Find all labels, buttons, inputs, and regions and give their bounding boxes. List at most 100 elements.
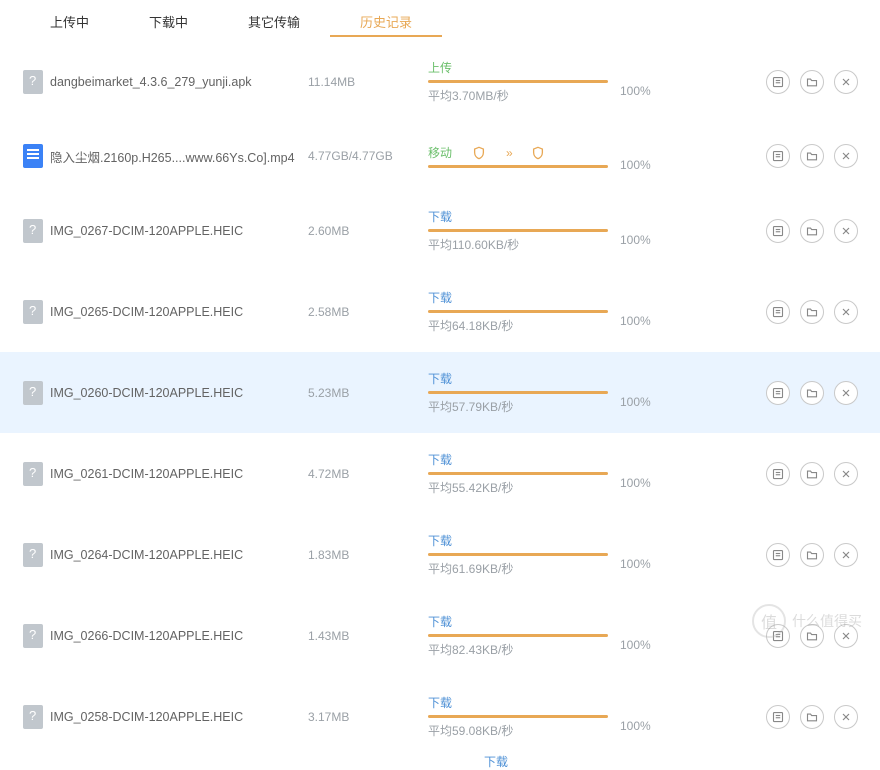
open-folder-button[interactable] [800,543,824,567]
file-size: 3.17MB [308,710,428,724]
speed-label: 平均3.70MB/秒 [428,87,620,104]
partial-status: 下载 [484,755,508,769]
watermark-text: 什么值得买 [792,611,862,631]
file-size: 1.83MB [308,548,428,562]
table-row[interactable]: IMG_0267-DCIM-120APPLE.HEIC 2.60MB 下载平均1… [0,190,880,271]
percent-label: 100% [620,296,680,328]
speed-label: 平均59.08KB/秒 [428,722,620,739]
speed-label: 平均57.79KB/秒 [428,398,620,415]
open-folder-button[interactable] [800,300,824,324]
status-column: 下载平均59.08KB/秒 [428,694,620,739]
table-row[interactable]: IMG_0264-DCIM-120APPLE.HEIC 1.83MB 下载平均6… [0,514,880,595]
status-column: 下载平均110.60KB/秒 [428,208,620,253]
percent-label: 100% [620,215,680,247]
status-column: 移动» [428,144,620,168]
table-row[interactable]: dangbeimarket_4.3.6_279_yunji.apk 11.14M… [0,41,880,122]
file-type-icon [16,70,50,94]
file-type-icon [16,144,50,168]
speed-label: 平均110.60KB/秒 [428,236,620,253]
watermark-icon: 值 [752,604,786,638]
open-folder-button[interactable] [800,381,824,405]
remove-button[interactable] [834,462,858,486]
file-size: 4.77GB/4.77GB [308,149,428,163]
tab-3[interactable]: 历史记录 [330,6,442,37]
detail-button[interactable] [766,70,790,94]
tab-1[interactable]: 下载中 [119,6,218,37]
speed-label: 平均82.43KB/秒 [428,641,620,658]
detail-button[interactable] [766,543,790,567]
percent-label: 100% [620,377,680,409]
remove-button[interactable] [834,70,858,94]
table-row[interactable]: 隐入尘烟.2160p.H265....www.66Ys.Co].mp4 4.77… [0,122,880,190]
detail-button[interactable] [766,144,790,168]
tab-0[interactable]: 上传中 [20,6,119,37]
remove-button[interactable] [834,543,858,567]
detail-button[interactable] [766,300,790,324]
open-folder-button[interactable] [800,219,824,243]
file-size: 2.58MB [308,305,428,319]
status-label: 下载 [428,370,452,387]
progress-bar [428,634,608,637]
detail-button[interactable] [766,705,790,729]
detail-button[interactable] [766,381,790,405]
file-name: IMG_0258-DCIM-120APPLE.HEIC [50,710,308,724]
progress-bar [428,472,608,475]
open-folder-button[interactable] [800,70,824,94]
file-name: IMG_0267-DCIM-120APPLE.HEIC [50,224,308,238]
speed-label: 平均55.42KB/秒 [428,479,620,496]
detail-button[interactable] [766,219,790,243]
file-name: IMG_0266-DCIM-120APPLE.HEIC [50,629,308,643]
file-size: 2.60MB [308,224,428,238]
status-label: 下载 [428,532,452,549]
file-type-icon [16,300,50,324]
table-row[interactable]: IMG_0266-DCIM-120APPLE.HEIC 1.43MB 下载平均8… [0,595,880,676]
status-column: 下载平均57.79KB/秒 [428,370,620,415]
file-size: 11.14MB [308,75,428,89]
table-row[interactable]: IMG_0265-DCIM-120APPLE.HEIC 2.58MB 下载平均6… [0,271,880,352]
table-row[interactable]: IMG_0260-DCIM-120APPLE.HEIC 5.23MB 下载平均5… [0,352,880,433]
file-type-icon [16,624,50,648]
remove-button[interactable] [834,144,858,168]
file-name: IMG_0264-DCIM-120APPLE.HEIC [50,548,308,562]
file-name: IMG_0265-DCIM-120APPLE.HEIC [50,305,308,319]
open-folder-button[interactable] [800,144,824,168]
percent-label: 100% [620,66,680,98]
tabs: 上传中下载中其它传输历史记录 [0,0,880,37]
remove-button[interactable] [834,219,858,243]
status-column: 下载平均82.43KB/秒 [428,613,620,658]
file-size: 1.43MB [308,629,428,643]
progress-bar [428,229,608,232]
status-column: 下载平均64.18KB/秒 [428,289,620,334]
speed-label: 平均64.18KB/秒 [428,317,620,334]
status-column: 下载平均55.42KB/秒 [428,451,620,496]
progress-bar [428,165,608,168]
remove-button[interactable] [834,381,858,405]
file-name: IMG_0260-DCIM-120APPLE.HEIC [50,386,308,400]
open-folder-button[interactable] [800,705,824,729]
detail-button[interactable] [766,462,790,486]
watermark: 值 什么值得买 [752,604,862,638]
remove-button[interactable] [834,705,858,729]
remove-button[interactable] [834,300,858,324]
open-folder-button[interactable] [800,462,824,486]
file-size: 4.72MB [308,467,428,481]
progress-bar [428,553,608,556]
file-type-icon [16,705,50,729]
table-row[interactable]: IMG_0258-DCIM-120APPLE.HEIC 3.17MB 下载平均5… [0,676,880,757]
table-row[interactable]: IMG_0261-DCIM-120APPLE.HEIC 4.72MB 下载平均5… [0,433,880,514]
file-type-icon [16,381,50,405]
percent-label: 100% [620,701,680,733]
file-type-icon [16,543,50,567]
status-label: 上传 [428,59,452,76]
file-name: IMG_0261-DCIM-120APPLE.HEIC [50,467,308,481]
speed-label: 平均61.69KB/秒 [428,560,620,577]
status-label: 下载 [428,694,452,711]
tab-2[interactable]: 其它传输 [218,6,330,37]
mode-label: 移动» [428,144,620,161]
percent-label: 100% [620,539,680,571]
file-size: 5.23MB [308,386,428,400]
file-name: dangbeimarket_4.3.6_279_yunji.apk [50,75,308,89]
status-column: 上传平均3.70MB/秒 [428,59,620,104]
status-label: 下载 [428,289,452,306]
progress-bar [428,80,608,83]
